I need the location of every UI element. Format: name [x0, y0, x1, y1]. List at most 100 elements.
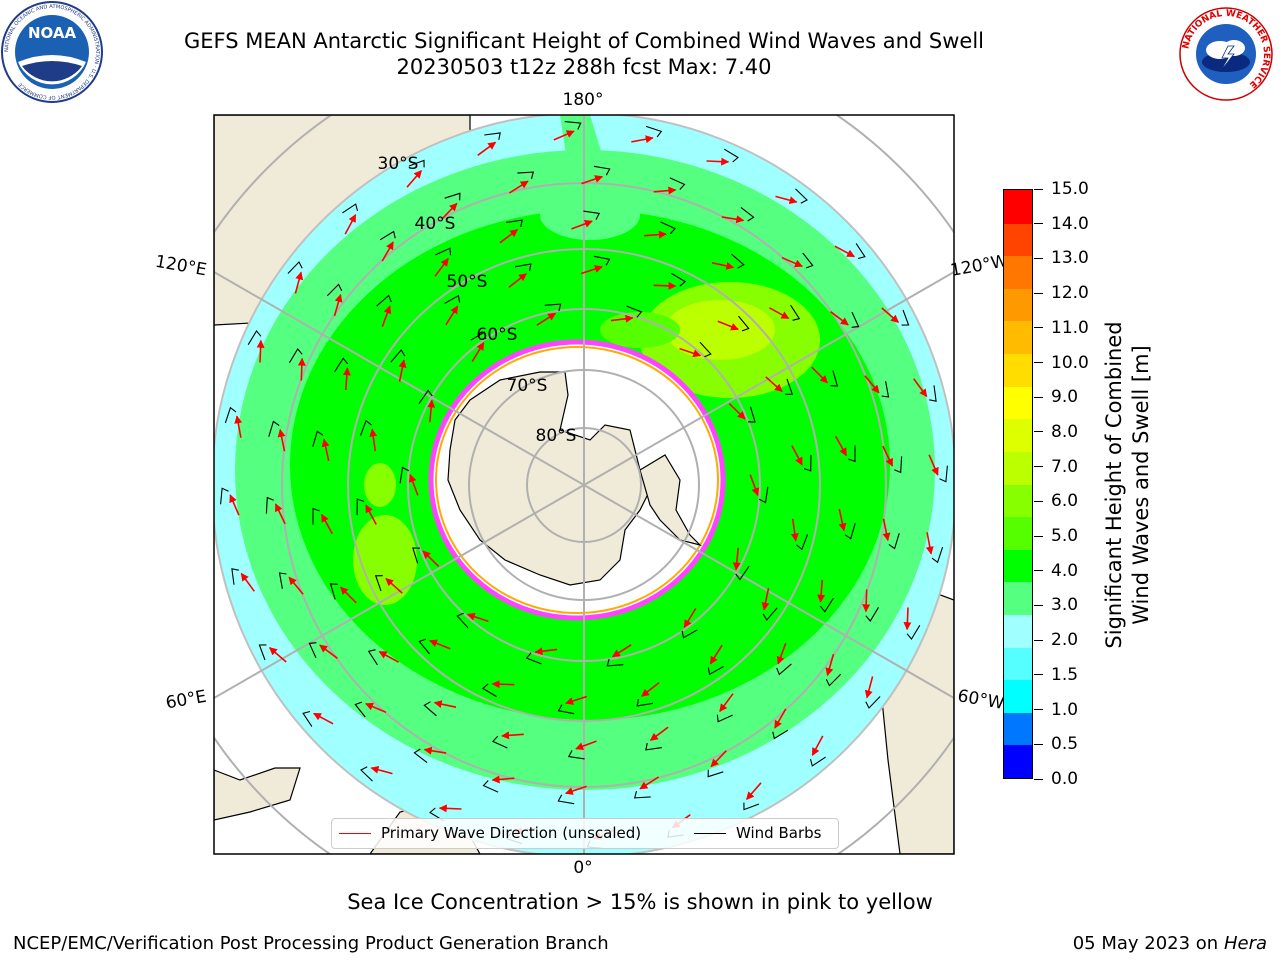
- wave-arrow: [811, 366, 828, 384]
- wave-arrow: [378, 650, 399, 663]
- wave-arrow: [581, 175, 604, 185]
- wave-arrow: [565, 695, 588, 705]
- wave-arrow: [639, 776, 660, 790]
- wind-barb: [795, 188, 808, 204]
- wind-barb: [830, 370, 839, 387]
- wave-arrow: [834, 435, 848, 457]
- wave-arrow: [564, 785, 587, 795]
- legend-wave-label: Primary Wave Direction (unscaled): [381, 824, 642, 842]
- wave-arrow: [365, 504, 377, 525]
- wave-arrow: [653, 281, 677, 290]
- wind-barb: [413, 748, 428, 764]
- wind-barb: [645, 125, 663, 138]
- lon-label-180: 180°: [563, 90, 604, 110]
- wave-arrow: [406, 169, 423, 188]
- wind-barb: [931, 546, 944, 564]
- legend-wave-line: [339, 833, 371, 834]
- wave-arrow: [791, 445, 803, 466]
- colorbar-segment: [1004, 223, 1032, 257]
- wave-arrow: [268, 646, 287, 663]
- wave-arrow: [683, 608, 697, 628]
- colorbar-label-line1: Significant Height of Combined: [1102, 321, 1126, 649]
- wave-arrow: [381, 241, 394, 262]
- wave-arrow: [534, 647, 558, 656]
- wave-arrow: [653, 186, 677, 195]
- colorbar-segment: [1004, 744, 1032, 778]
- wave-arrow: [438, 804, 462, 813]
- colorbar-label-line2: Wind Waves and Swell [m]: [1129, 345, 1153, 625]
- wave-arrow: [477, 141, 497, 156]
- wave-arrow: [445, 305, 459, 326]
- wave-arrow: [769, 307, 790, 320]
- wave-arrow: [427, 399, 436, 423]
- colorbar-segment: [1004, 418, 1032, 452]
- wave-arrow: [913, 378, 928, 398]
- wind-barb: [929, 385, 937, 402]
- colorbar-tick-label: 14.0: [1034, 215, 1089, 233]
- colorbar-tick-label: 1.0: [1034, 701, 1078, 719]
- wind-barb: [762, 607, 778, 621]
- wave-arrow: [706, 157, 730, 166]
- wave-arrow: [344, 213, 357, 235]
- wave-arrow: [536, 312, 557, 326]
- wave-arrow: [319, 644, 338, 659]
- wind-barbs: [220, 121, 948, 849]
- wind-barb: [716, 714, 733, 723]
- wind-barb: [435, 247, 452, 256]
- lon-label-60e: 60°E: [164, 687, 208, 714]
- wind-barb: [278, 572, 287, 589]
- wind-barb: [224, 406, 237, 424]
- colorbar-segment: [1004, 712, 1032, 746]
- colorbar-tick-label: 13.0: [1034, 250, 1089, 267]
- wave-direction-arrows: [229, 130, 939, 840]
- wind-barb: [707, 769, 724, 778]
- wave-arrow: [903, 607, 912, 631]
- wind-barb: [567, 750, 585, 760]
- wind-barb: [374, 575, 383, 592]
- wind-barb: [247, 330, 262, 345]
- wave-arrow: [610, 314, 634, 323]
- wind-barb: [376, 294, 392, 307]
- wave-arrow: [775, 195, 798, 205]
- wind-barb: [220, 487, 229, 505]
- colorbar-segment: [1004, 320, 1032, 355]
- wave-arrow: [575, 740, 597, 751]
- map-frame: [213, 114, 955, 855]
- wind-barb: [326, 283, 343, 297]
- wind-barb: [359, 419, 372, 436]
- wave-arrow: [830, 311, 849, 326]
- wind-barb: [312, 430, 324, 447]
- colorbar-tick-label: 2.0: [1034, 632, 1078, 649]
- lon-label-120e: 120°E: [154, 252, 208, 281]
- wind-barb: [423, 701, 437, 717]
- lon-label-0: 0°: [573, 858, 592, 878]
- wave-arrow: [649, 726, 669, 742]
- wave-arrow: [553, 130, 575, 141]
- graticule: [214, 115, 954, 854]
- wave-arrow: [745, 782, 762, 801]
- footer-host: Hera: [1223, 933, 1267, 954]
- wind-barb: [258, 644, 267, 661]
- colorbar-tick-label: 7.0: [1034, 458, 1078, 476]
- lat-label-70s: 70°S: [507, 376, 548, 396]
- wind-barb: [894, 456, 903, 474]
- wind-barb: [593, 165, 611, 176]
- wind-barb: [759, 486, 769, 504]
- wind-barb: [748, 406, 756, 423]
- wave-arrow: [749, 474, 760, 497]
- wave-arrow: [342, 367, 351, 391]
- lat-label-40s: 40°S: [415, 214, 456, 234]
- wind-barb: [809, 756, 826, 767]
- legend-item-wind-barbs: Wind Barbs: [694, 824, 821, 842]
- wind-barb: [482, 780, 499, 793]
- wave-arrow: [429, 639, 451, 650]
- chart-subtitle-run-info: 20230503 t12z 288h fcst Max: 7.40: [396, 55, 772, 79]
- colorbar-segment: [1004, 353, 1032, 387]
- colorbar-tick-label: 6.0: [1034, 493, 1078, 510]
- wind-barb: [412, 547, 420, 564]
- wave-arrow: [321, 438, 330, 462]
- colorbar-segment: [1004, 255, 1032, 289]
- wind-barb: [633, 791, 651, 799]
- noaa-logo-text: NOAA: [28, 24, 77, 42]
- wind-barb: [231, 568, 239, 585]
